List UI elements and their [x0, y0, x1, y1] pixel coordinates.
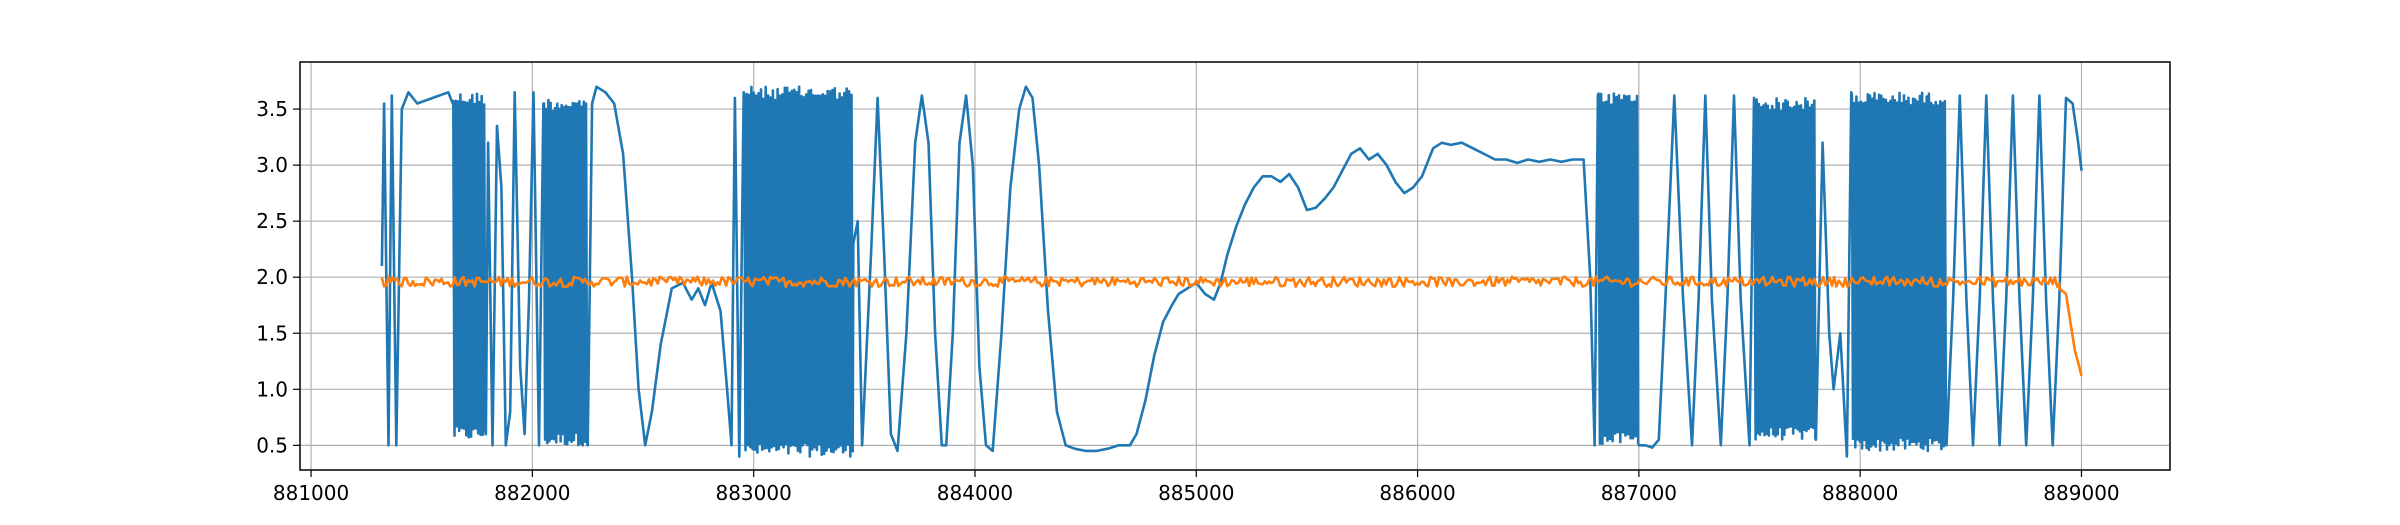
x-tick-label: 882000 [494, 481, 570, 505]
y-tick-label: 1.0 [256, 377, 288, 401]
x-tick-label: 881000 [273, 481, 349, 505]
x-tick-label: 884000 [937, 481, 1013, 505]
x-tick-label: 887000 [1601, 481, 1677, 505]
series-line-1 [380, 85, 2083, 458]
y-tick-label: 3.5 [256, 97, 288, 121]
series-group [380, 85, 2083, 458]
x-tick-label: 883000 [715, 481, 791, 505]
x-tick-label: 886000 [1379, 481, 1455, 505]
y-tick-label: 2.5 [256, 209, 288, 233]
series-line-2 [380, 275, 2083, 377]
x-tick-label: 885000 [1158, 481, 1234, 505]
y-tick-label: 1.5 [256, 321, 288, 345]
y-tick-label: 3.0 [256, 153, 288, 177]
plot-frame [299, 61, 2171, 471]
x-tick-label: 888000 [1822, 481, 1898, 505]
y-axis: 0.5 1.0 1.5 2.0 2.5 3.0 3.5 [256, 97, 300, 457]
x-tick-label: 889000 [2043, 481, 2119, 505]
y-tick-label: 2.0 [256, 265, 288, 289]
x-axis: 881000 882000 883000 884000 885000 886000 8870… [273, 470, 2120, 505]
y-tick-label: 0.5 [256, 433, 288, 457]
